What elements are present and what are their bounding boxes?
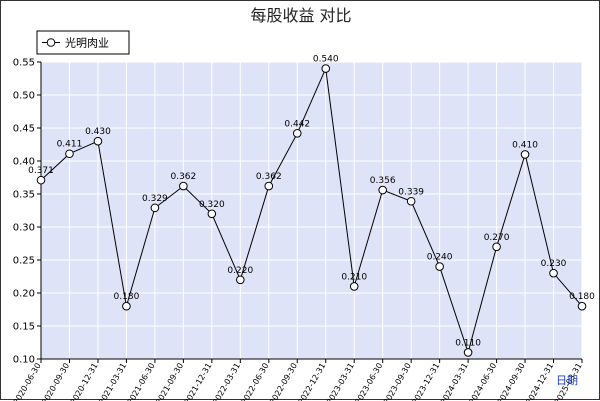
data-label: 0.410 bbox=[512, 140, 538, 150]
x-tick-label: 2020-12-31 bbox=[69, 362, 100, 401]
data-point-marker bbox=[293, 129, 301, 137]
x-tick-label: 2023-12-31 bbox=[410, 362, 441, 401]
x-tick-label: 2022-09-30 bbox=[268, 362, 299, 401]
data-label: 0.240 bbox=[427, 253, 453, 263]
plot-background bbox=[41, 62, 582, 359]
data-point-marker bbox=[464, 349, 472, 357]
data-label: 0.339 bbox=[398, 187, 424, 197]
x-tick-label: 2024-06-30 bbox=[467, 362, 498, 401]
x-tick-label: 2020-09-30 bbox=[40, 362, 71, 401]
data-label: 0.362 bbox=[170, 172, 196, 182]
data-label: 0.180 bbox=[114, 292, 140, 302]
data-label: 0.230 bbox=[541, 259, 567, 269]
data-label: 0.411 bbox=[57, 140, 83, 150]
x-tick-label: 2023-03-31 bbox=[325, 362, 356, 401]
data-label: 0.329 bbox=[142, 194, 168, 204]
data-point-marker bbox=[123, 302, 131, 310]
y-tick-label: 0.15 bbox=[13, 322, 35, 333]
data-point-marker bbox=[379, 186, 387, 194]
data-point-marker bbox=[237, 276, 245, 284]
data-label: 0.320 bbox=[199, 200, 225, 210]
data-label: 0.270 bbox=[484, 233, 510, 243]
data-point-marker bbox=[350, 283, 358, 291]
x-tick-label: 2023-09-30 bbox=[382, 362, 413, 401]
data-point-marker bbox=[151, 204, 159, 212]
data-point-marker bbox=[66, 150, 74, 158]
data-label: 0.356 bbox=[370, 176, 396, 186]
y-tick-label: 0.30 bbox=[13, 223, 35, 234]
data-label: 0.442 bbox=[284, 119, 310, 129]
data-point-marker bbox=[208, 210, 216, 218]
x-tick-label: 2022-12-31 bbox=[296, 362, 327, 401]
x-tick-label: 2020-06-30 bbox=[12, 362, 43, 401]
x-tick-label: 2021-03-31 bbox=[97, 362, 128, 401]
data-point-marker bbox=[493, 243, 501, 251]
legend-marker-swatch bbox=[47, 39, 55, 47]
legend-label: 光明肉业 bbox=[65, 36, 109, 50]
x-tick-label: 2024-03-31 bbox=[439, 361, 470, 401]
data-point-marker bbox=[578, 302, 586, 310]
x-tick-label: 2021-12-31 bbox=[183, 362, 214, 401]
data-point-marker bbox=[180, 182, 188, 190]
data-label: 0.362 bbox=[256, 172, 282, 182]
y-tick-label: 0.25 bbox=[13, 256, 35, 267]
data-label: 0.371 bbox=[28, 166, 54, 176]
y-tick-label: 0.10 bbox=[13, 355, 35, 366]
x-tick-label: 2021-06-30 bbox=[126, 362, 157, 401]
x-tick-label: 2024-09-30 bbox=[496, 362, 527, 401]
data-label: 0.220 bbox=[227, 266, 253, 276]
legend: 光明肉业 bbox=[37, 31, 129, 54]
data-point-marker bbox=[265, 182, 273, 190]
x-tick-label: 2023-06-30 bbox=[353, 362, 384, 401]
y-tick-label: 0.35 bbox=[13, 190, 35, 201]
chart-title: 每股收益 对比 bbox=[250, 6, 351, 25]
data-point-marker bbox=[407, 197, 415, 205]
x-tick-label: 2024-12-31 bbox=[524, 362, 555, 401]
data-label: 0.430 bbox=[85, 127, 111, 137]
y-tick-label: 0.55 bbox=[13, 58, 35, 69]
y-tick-label: 0.50 bbox=[13, 91, 35, 102]
data-point-marker bbox=[436, 263, 444, 271]
x-axis-corner-label: 日期 bbox=[556, 374, 578, 387]
plot-area: 0.100.150.200.250.300.350.400.450.500.55… bbox=[12, 55, 595, 401]
y-tick-label: 0.20 bbox=[13, 289, 35, 300]
data-point-marker bbox=[322, 65, 330, 73]
data-label: 0.110 bbox=[455, 338, 481, 348]
data-point-marker bbox=[37, 176, 45, 184]
x-tick-label: 2022-06-30 bbox=[239, 362, 270, 401]
data-point-marker bbox=[550, 269, 558, 277]
data-point-marker bbox=[521, 151, 529, 159]
x-tick-label: 2022-03-31 bbox=[211, 362, 242, 401]
data-label: 0.210 bbox=[341, 272, 367, 282]
data-label: 0.180 bbox=[569, 292, 595, 302]
y-tick-label: 0.45 bbox=[13, 124, 35, 135]
x-tick-label: 2021-09-30 bbox=[154, 362, 185, 401]
data-label: 0.540 bbox=[313, 55, 339, 65]
data-point-marker bbox=[94, 137, 102, 145]
